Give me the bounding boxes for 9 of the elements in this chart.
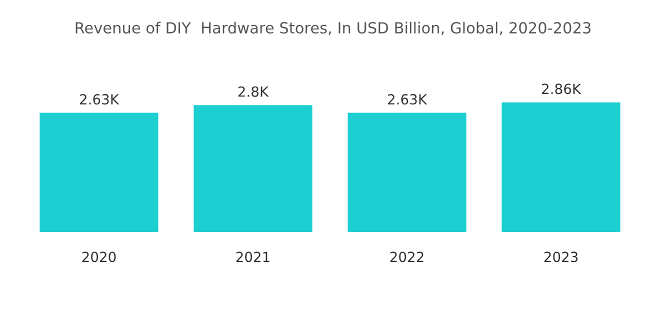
data-label: 2.8K — [238, 86, 269, 97]
x-tick-label: 2022 — [390, 252, 424, 262]
chart-title: Revenue of DIY Hardware Stores, In USD Billion, Global, 2020-2023 — [76, 22, 590, 36]
data-label: 2.63K — [80, 94, 120, 105]
x-tick-label: 2023 — [544, 252, 578, 262]
data-label: 2.86K — [542, 84, 582, 94]
x-tick-label: 2021 — [236, 252, 270, 262]
data-label: 2.63K — [388, 94, 428, 105]
x-tick-label: 2020 — [82, 252, 116, 262]
